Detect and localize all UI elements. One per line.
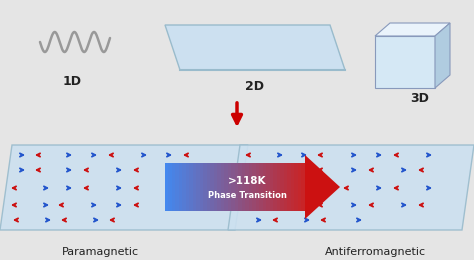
Bar	[175, 163, 180, 211]
Bar	[186, 163, 191, 211]
Text: >118K: >118K	[228, 176, 266, 186]
Bar	[179, 163, 183, 211]
Bar	[238, 163, 243, 211]
Bar	[221, 163, 226, 211]
Bar	[266, 163, 271, 211]
Polygon shape	[165, 25, 345, 70]
Polygon shape	[305, 155, 340, 219]
Bar	[197, 163, 201, 211]
Bar	[218, 163, 222, 211]
Text: Phase Transition: Phase Transition	[208, 192, 286, 200]
Bar	[301, 163, 306, 211]
Polygon shape	[375, 36, 435, 88]
Bar	[242, 163, 246, 211]
Bar	[193, 163, 198, 211]
Bar	[165, 163, 170, 211]
Text: Paramagnetic: Paramagnetic	[62, 247, 138, 257]
Polygon shape	[0, 145, 248, 230]
Bar	[182, 163, 187, 211]
Bar	[235, 163, 239, 211]
Text: 3D: 3D	[410, 92, 429, 105]
Bar	[207, 163, 211, 211]
Bar	[231, 163, 236, 211]
Polygon shape	[375, 23, 450, 36]
Bar	[288, 163, 292, 211]
Bar	[210, 163, 215, 211]
Polygon shape	[435, 23, 450, 88]
Bar	[200, 163, 204, 211]
Bar	[263, 163, 267, 211]
Bar	[291, 163, 295, 211]
Bar	[225, 163, 229, 211]
Bar	[273, 163, 278, 211]
Bar	[190, 163, 194, 211]
Bar	[253, 163, 257, 211]
Bar	[172, 163, 176, 211]
Bar	[246, 163, 250, 211]
Bar	[168, 163, 173, 211]
Bar	[259, 163, 264, 211]
Bar	[284, 163, 289, 211]
Text: Antiferromagnetic: Antiferromagnetic	[324, 247, 426, 257]
Bar	[228, 163, 233, 211]
Bar	[214, 163, 219, 211]
Bar	[277, 163, 282, 211]
Bar	[203, 163, 208, 211]
Bar	[256, 163, 261, 211]
Text: 2D: 2D	[246, 80, 264, 93]
Bar	[298, 163, 302, 211]
Bar	[281, 163, 285, 211]
Polygon shape	[228, 145, 474, 230]
Text: 1D: 1D	[63, 75, 82, 88]
Bar	[294, 163, 299, 211]
Bar	[270, 163, 274, 211]
Bar	[249, 163, 254, 211]
